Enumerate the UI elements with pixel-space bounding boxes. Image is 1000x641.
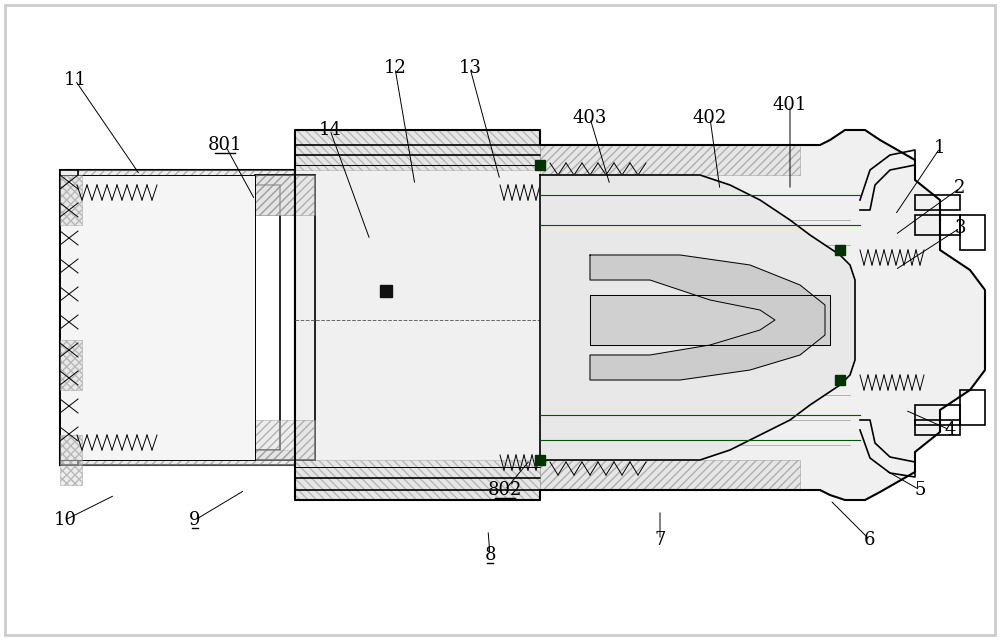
Text: 401: 401 bbox=[773, 96, 807, 114]
Bar bbox=[60, 170, 78, 465]
Polygon shape bbox=[590, 295, 830, 345]
Text: 12: 12 bbox=[384, 59, 406, 77]
Bar bbox=[915, 405, 960, 425]
Text: 6: 6 bbox=[864, 531, 876, 549]
Bar bbox=[255, 175, 315, 460]
Bar bbox=[835, 245, 845, 255]
Bar bbox=[540, 145, 800, 175]
Bar bbox=[60, 450, 295, 465]
Bar bbox=[915, 215, 960, 235]
Text: 4: 4 bbox=[944, 421, 956, 439]
Text: 14: 14 bbox=[319, 121, 341, 139]
Bar bbox=[295, 460, 540, 500]
Text: 5: 5 bbox=[914, 481, 926, 499]
Text: 3: 3 bbox=[954, 219, 966, 237]
Text: 802: 802 bbox=[488, 481, 522, 499]
Text: 7: 7 bbox=[654, 531, 666, 549]
Bar bbox=[535, 455, 545, 465]
Text: 2: 2 bbox=[954, 179, 966, 197]
Bar bbox=[915, 195, 960, 210]
Bar bbox=[60, 170, 295, 465]
Text: 9: 9 bbox=[189, 511, 201, 529]
Text: 403: 403 bbox=[573, 109, 607, 127]
Text: 11: 11 bbox=[64, 71, 87, 89]
Bar bbox=[60, 340, 82, 390]
Bar bbox=[60, 175, 82, 225]
Text: 8: 8 bbox=[484, 546, 496, 564]
Text: 1: 1 bbox=[934, 139, 946, 157]
Text: 13: 13 bbox=[458, 59, 482, 77]
Bar bbox=[255, 420, 315, 460]
Bar bbox=[295, 130, 540, 170]
Bar bbox=[100, 215, 255, 420]
Bar bbox=[535, 160, 545, 170]
Text: 402: 402 bbox=[693, 109, 727, 127]
Polygon shape bbox=[295, 130, 985, 500]
Bar bbox=[540, 460, 800, 490]
Bar bbox=[60, 170, 295, 215]
Polygon shape bbox=[540, 175, 855, 460]
Bar bbox=[75, 185, 280, 450]
Bar bbox=[915, 420, 960, 435]
Text: 10: 10 bbox=[54, 511, 77, 529]
Text: 801: 801 bbox=[208, 136, 242, 154]
Bar bbox=[60, 435, 82, 485]
Bar bbox=[835, 375, 845, 385]
Bar bbox=[60, 175, 255, 460]
Bar bbox=[255, 175, 315, 215]
Bar bbox=[380, 285, 392, 297]
Polygon shape bbox=[590, 255, 825, 380]
